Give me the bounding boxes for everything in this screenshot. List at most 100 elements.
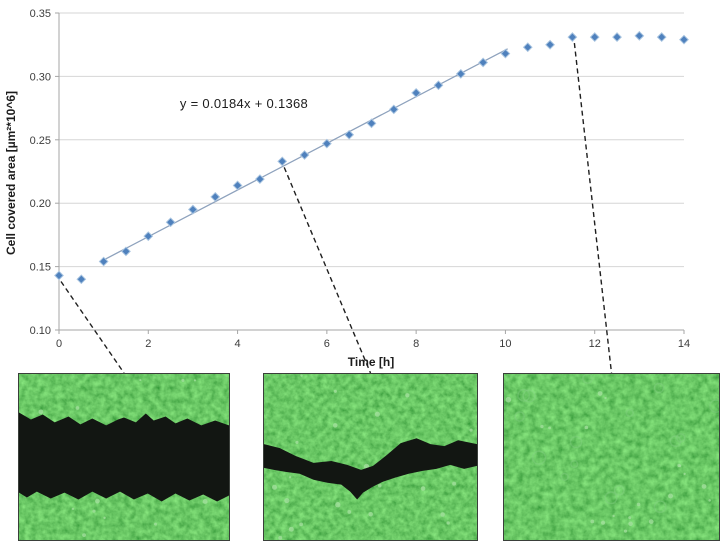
round-cell-outline <box>604 491 618 505</box>
cell-speck <box>202 498 208 504</box>
x-tick-label: 12 <box>589 338 601 350</box>
round-cell-outline <box>531 450 547 465</box>
round-cell-outline <box>569 435 583 449</box>
x-tick-label: 10 <box>499 338 511 350</box>
x-tick-label: 6 <box>324 338 330 350</box>
cell-speck <box>378 483 382 488</box>
data-point <box>143 231 154 242</box>
cell-speck <box>299 522 304 527</box>
cell-speck <box>584 425 589 430</box>
round-cell-outline <box>570 460 579 469</box>
cell-speck <box>103 516 106 520</box>
cell-speck <box>628 521 633 527</box>
micrograph-wound-closed <box>503 373 720 541</box>
data-point <box>589 32 600 42</box>
cell-speck <box>612 514 615 518</box>
data-point <box>188 204 198 215</box>
cell-speck <box>75 406 80 410</box>
cell-speck <box>590 519 595 524</box>
data-point <box>500 48 511 59</box>
cell-speck <box>38 409 44 415</box>
data-point <box>656 32 667 42</box>
cell-speck <box>193 379 197 382</box>
data-point <box>232 180 243 191</box>
data-point <box>76 274 87 285</box>
y-axis-title: Cell covered area [µm²*10^6] <box>4 91 18 255</box>
cell-speck <box>440 512 445 517</box>
cell-speck <box>71 507 75 511</box>
x-tick-label: 0 <box>56 338 62 350</box>
data-point <box>254 174 265 185</box>
data-point <box>545 39 555 50</box>
y-tick-label: 0.10 <box>30 325 51 337</box>
data-point <box>366 118 377 129</box>
data-point <box>612 32 622 42</box>
cell-speck <box>368 511 373 517</box>
micrograph-wound-open <box>18 373 230 541</box>
scratch-gap <box>264 438 477 500</box>
cell-speck <box>288 526 294 532</box>
cell-speck <box>668 493 674 499</box>
cell-speck <box>636 502 641 507</box>
cell-speck <box>683 472 686 476</box>
round-cell-outline <box>582 374 594 384</box>
cell-speck <box>708 499 711 502</box>
data-point <box>344 129 355 140</box>
y-tick-label: 0.30 <box>30 71 51 83</box>
micrograph-wound-partially-closed-image <box>264 374 477 540</box>
data-point <box>210 191 221 202</box>
data-point <box>165 217 176 228</box>
data-point <box>121 246 131 257</box>
cell-speck <box>648 519 654 524</box>
cell-speck <box>628 516 632 520</box>
round-cell-outline <box>653 382 665 394</box>
cell-speck <box>284 498 290 504</box>
y-tick-label: 0.15 <box>30 262 51 274</box>
cell-speck <box>446 521 450 525</box>
cell-speck <box>335 502 341 508</box>
cell-speck <box>600 520 606 525</box>
cell-speck <box>347 510 352 514</box>
callout-dashed-line <box>573 43 613 374</box>
round-cell-outline <box>560 472 569 481</box>
y-tick-label: 0.25 <box>30 135 51 147</box>
cell-speck <box>597 391 603 396</box>
data-point <box>388 104 399 115</box>
data-point <box>277 156 288 167</box>
callout-dashed-line <box>60 281 125 374</box>
cell-speck <box>82 533 86 538</box>
round-cells <box>514 374 719 514</box>
micrograph-wound-closed-image <box>504 374 719 540</box>
data-point <box>321 138 332 149</box>
y-tick-label: 0.35 <box>30 8 51 20</box>
round-cell-outline <box>653 500 667 514</box>
micrograph-wound-open-image <box>19 374 229 540</box>
cell-speck <box>405 393 410 398</box>
round-cell-outline <box>669 435 682 448</box>
cell-speck <box>420 486 426 491</box>
cell-layer-texture <box>504 374 719 540</box>
cell-speck <box>604 396 607 400</box>
data-point <box>433 80 444 91</box>
data-point <box>522 42 533 53</box>
scratch-gap <box>19 412 229 502</box>
x-tick-label: 14 <box>678 338 690 350</box>
cell-speck <box>678 464 682 468</box>
data-point <box>567 32 578 42</box>
cell-speck <box>332 423 338 428</box>
data-point <box>634 30 645 41</box>
round-cell-outline <box>675 433 686 443</box>
cell-speck <box>452 481 457 486</box>
cell-speck <box>548 426 551 430</box>
cell-speck <box>300 374 303 377</box>
cell-speck <box>623 529 628 533</box>
round-cell-outline <box>522 389 536 403</box>
data-point <box>411 87 422 98</box>
x-tick-label: 8 <box>413 338 419 350</box>
data-point <box>54 270 64 281</box>
cell-speck <box>272 484 277 490</box>
round-cell-outline <box>514 411 525 422</box>
cell-specks <box>505 391 711 533</box>
cell-speck <box>278 535 283 540</box>
